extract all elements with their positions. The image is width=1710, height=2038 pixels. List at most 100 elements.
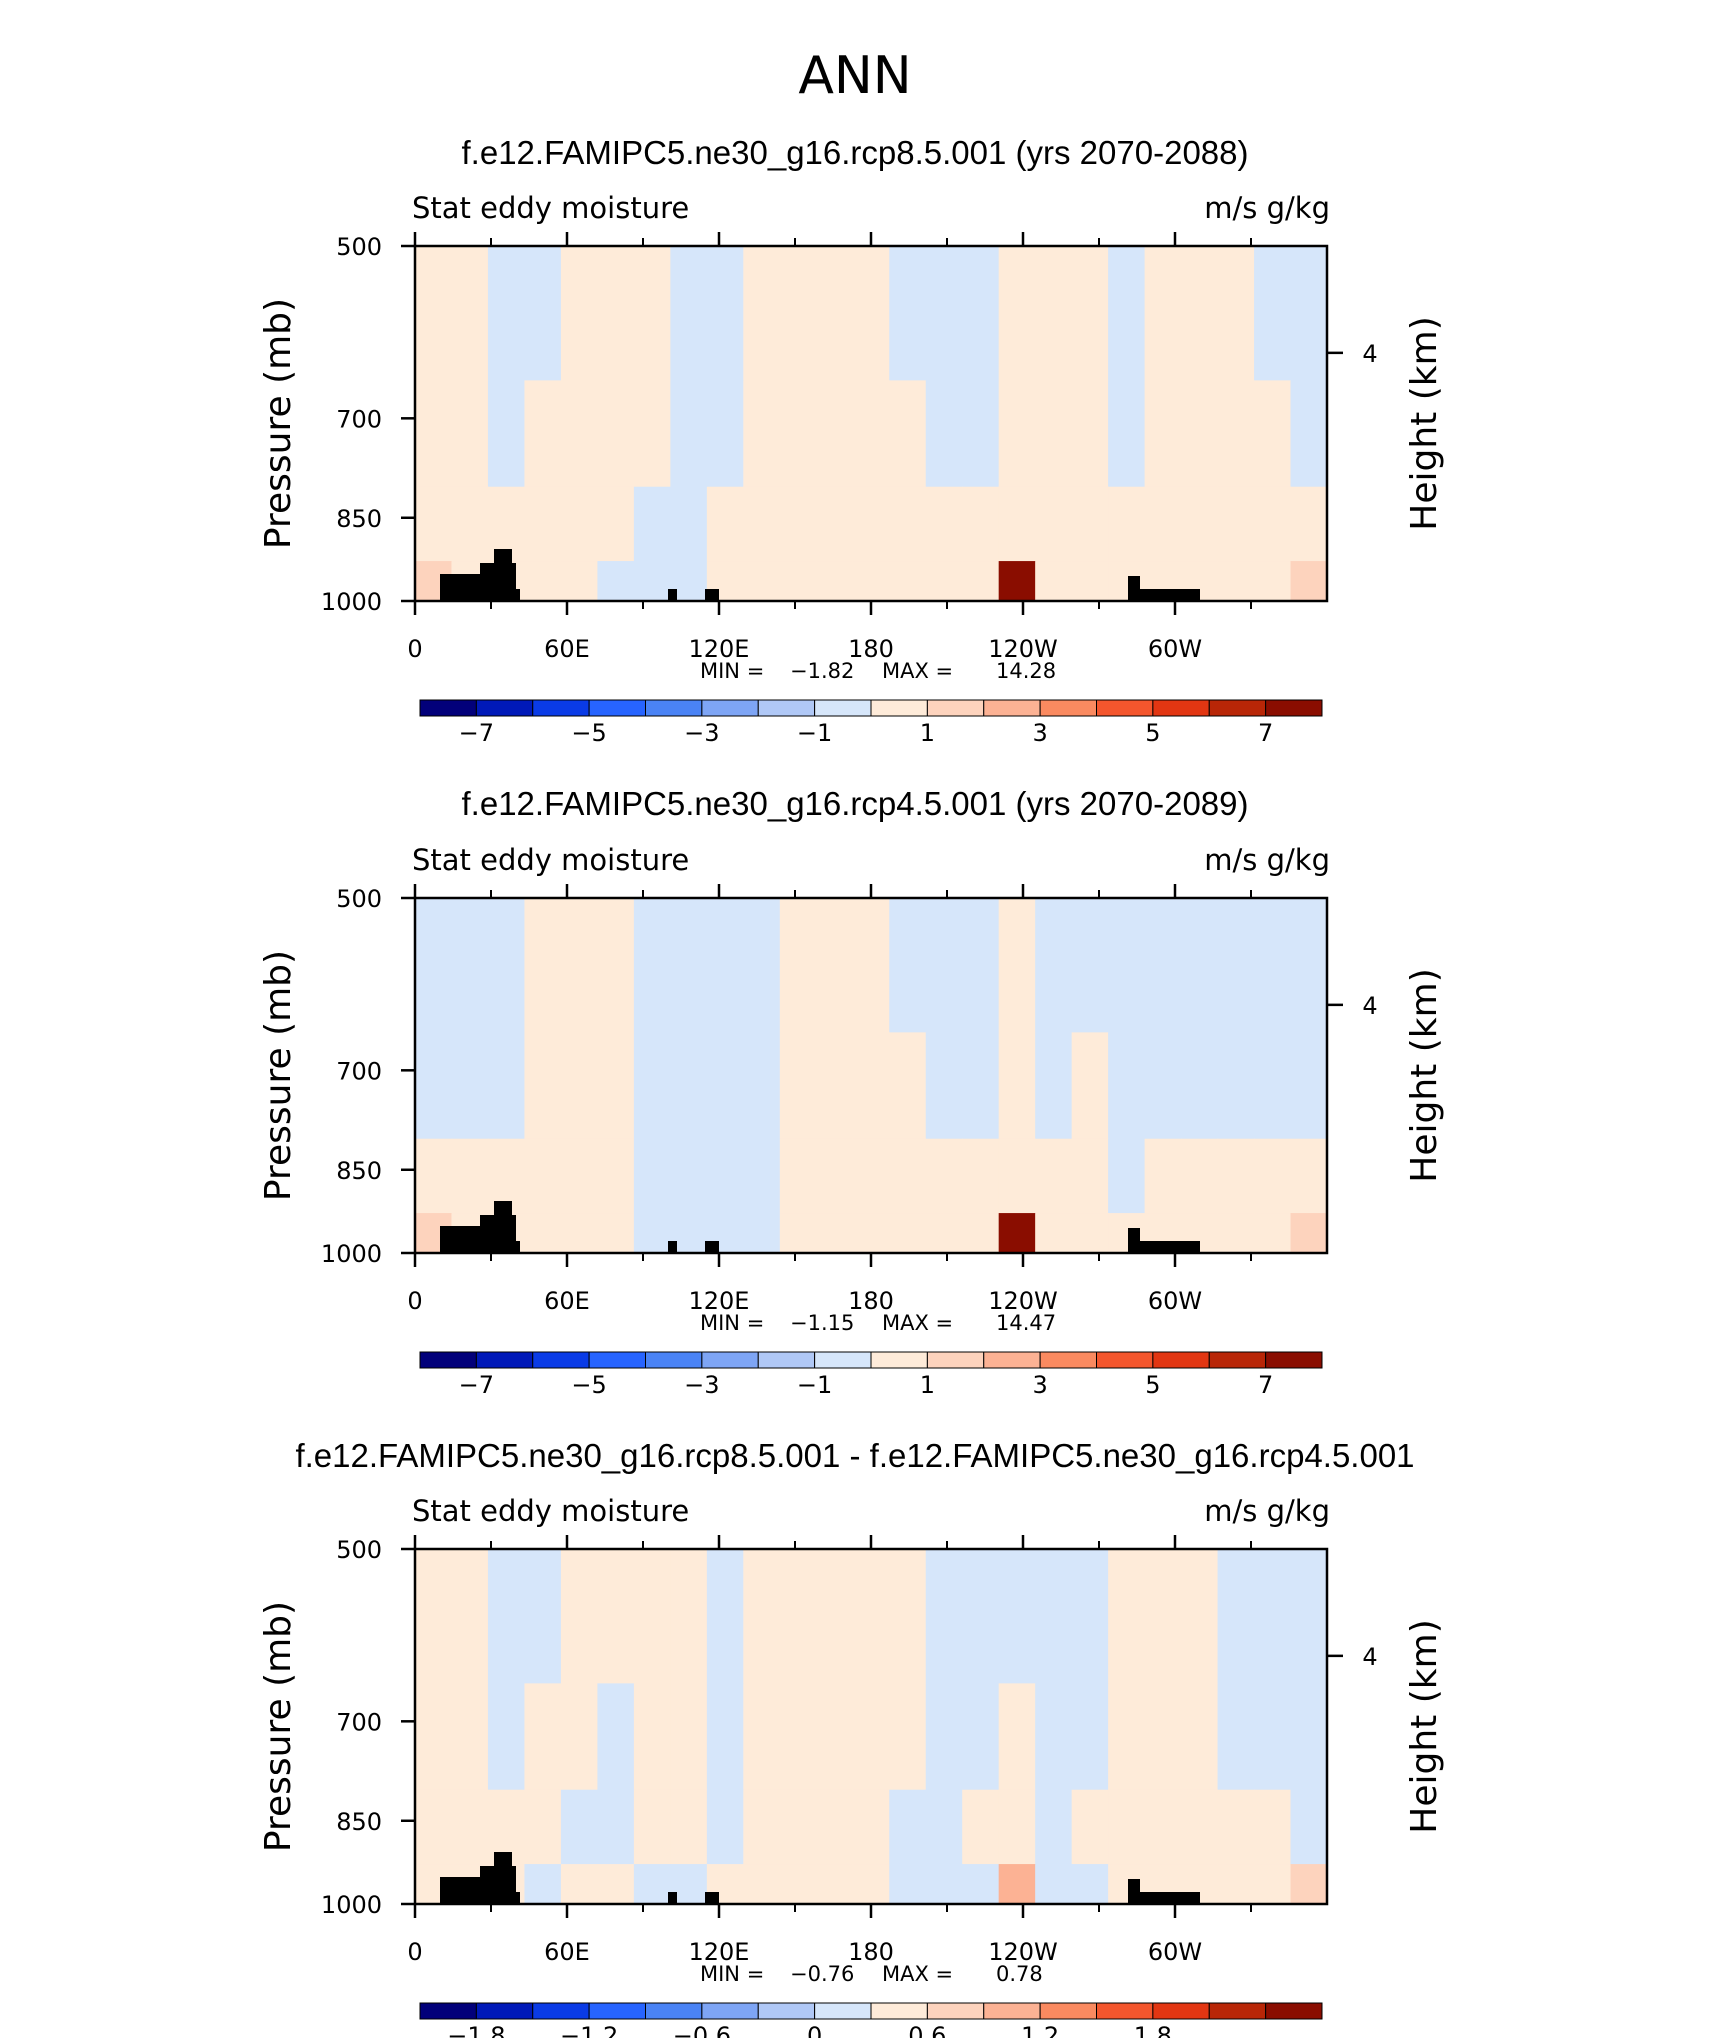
- topography-block: [510, 1866, 516, 1904]
- field-cell: [1181, 246, 1219, 381]
- colorbar-swatch: [870, 699, 928, 717]
- field-cell: [816, 380, 854, 488]
- y-tick-label: 700: [336, 1057, 382, 1085]
- field-cell: [998, 486, 1036, 562]
- topography-block: [668, 1892, 677, 1904]
- colorbar-swatch: [645, 699, 703, 717]
- field-cell: [743, 1138, 781, 1214]
- field-cell: [487, 1549, 526, 1684]
- field-cell: [487, 898, 526, 1033]
- x-tick-label: 60W: [1148, 635, 1202, 663]
- min-value: −0.76: [790, 1962, 854, 1986]
- x-tick-label: 120W: [988, 635, 1058, 663]
- field-cell: [487, 380, 526, 488]
- field-cell: [1217, 486, 1255, 562]
- field-cell: [597, 1683, 635, 1791]
- field-cell: [925, 1032, 963, 1140]
- field-cell: [487, 246, 526, 381]
- field-cell: [998, 561, 1036, 602]
- field-cell: [597, 1789, 635, 1865]
- field-cell: [1144, 1138, 1182, 1214]
- colorbar-label: −7: [459, 719, 494, 747]
- field-cell: [962, 898, 1000, 1033]
- field-cell: [1217, 1789, 1255, 1865]
- colorbar-swatch: [983, 1351, 1041, 1369]
- field-cell: [998, 1683, 1036, 1791]
- x-tick-label: 120E: [689, 635, 750, 663]
- field-cell: [670, 1789, 708, 1865]
- field-cell: [1181, 898, 1219, 1033]
- field-cell: [1217, 1032, 1255, 1140]
- colorbar-label: 5: [1145, 1371, 1160, 1399]
- field-cell: [560, 898, 598, 1033]
- field-cell: [524, 1549, 562, 1684]
- topography-block: [668, 589, 677, 601]
- chart-panel-3: f.e12.FAMIPC5.ne30_g16.rcp8.5.001 - f.e1…: [258, 1437, 1445, 2038]
- field-cell: [1071, 1683, 1109, 1791]
- variable-label: Stat eddy moisture: [412, 191, 689, 225]
- min-label: MIN =: [700, 1311, 764, 1335]
- field-cell: [1035, 246, 1073, 381]
- field-cell: [1217, 246, 1255, 381]
- field-cell: [706, 380, 744, 488]
- field-cell: [779, 486, 817, 562]
- field-cell: [597, 1864, 635, 1905]
- field-cell: [670, 246, 708, 381]
- topography-block: [440, 1226, 464, 1253]
- panel-title: f.e12.FAMIPC5.ne30_g16.rcp4.5.001 (yrs 2…: [462, 785, 1249, 822]
- topography-block: [494, 549, 512, 601]
- field-cell: [1254, 561, 1292, 602]
- colorbar-swatch: [983, 699, 1041, 717]
- field-cell: [1290, 246, 1328, 381]
- field-cell: [524, 246, 562, 381]
- panel-title: f.e12.FAMIPC5.ne30_g16.rcp8.5.001 - f.e1…: [295, 1437, 1414, 1474]
- colorbar-label: −1: [797, 719, 832, 747]
- y-tick-label: 500: [336, 233, 382, 261]
- field-cell: [1108, 898, 1146, 1033]
- field-cell: [524, 1864, 562, 1905]
- topography-block: [1140, 1241, 1200, 1253]
- colorbar-swatch: [870, 1351, 928, 1369]
- field-cell: [998, 1549, 1036, 1684]
- topography-block: [1128, 576, 1140, 601]
- field-cell: [1071, 898, 1109, 1033]
- topography-block: [705, 1241, 719, 1253]
- field-cell: [1144, 1549, 1182, 1684]
- y-axis-title: Pressure (mb): [258, 950, 299, 1201]
- field-cell: [816, 1138, 854, 1214]
- field-cell: [1254, 380, 1292, 488]
- field-cells: [415, 246, 1328, 602]
- topography-mask: [440, 549, 1200, 601]
- field-cell: [1254, 1789, 1292, 1865]
- field-cell: [1071, 1549, 1109, 1684]
- field-cell: [1144, 486, 1182, 562]
- field-cell: [1144, 246, 1182, 381]
- field-cell: [670, 1683, 708, 1791]
- field-cell: [1254, 898, 1292, 1033]
- field-cell: [1290, 486, 1328, 562]
- field-cell: [670, 380, 708, 488]
- field-cell: [852, 1864, 890, 1905]
- field-cell: [451, 1032, 489, 1140]
- field-cell: [560, 1138, 598, 1214]
- field-cell: [560, 1213, 598, 1254]
- field-cell: [852, 380, 890, 488]
- field-cell: [925, 898, 963, 1033]
- topography-block: [462, 1877, 480, 1904]
- field-cell: [597, 1032, 635, 1140]
- units-label: m/s g/kg: [1204, 1494, 1330, 1528]
- field-cell: [633, 486, 671, 562]
- field-cell: [560, 380, 598, 488]
- topography-block: [1128, 1228, 1140, 1253]
- field-cell: [1071, 1213, 1109, 1254]
- field-cell: [597, 1549, 635, 1684]
- field-cell: [415, 1683, 453, 1791]
- colorbar-swatch: [1152, 699, 1210, 717]
- x-tick-label: 180: [848, 1287, 894, 1315]
- colorbar-swatch: [532, 1351, 590, 1369]
- field-cell: [779, 1789, 817, 1865]
- topography-block: [494, 1201, 512, 1253]
- field-cell: [816, 486, 854, 562]
- field-cell: [816, 246, 854, 381]
- colorbar: −7 −5 −3 −1 1 3 5 7: [419, 1351, 1323, 1399]
